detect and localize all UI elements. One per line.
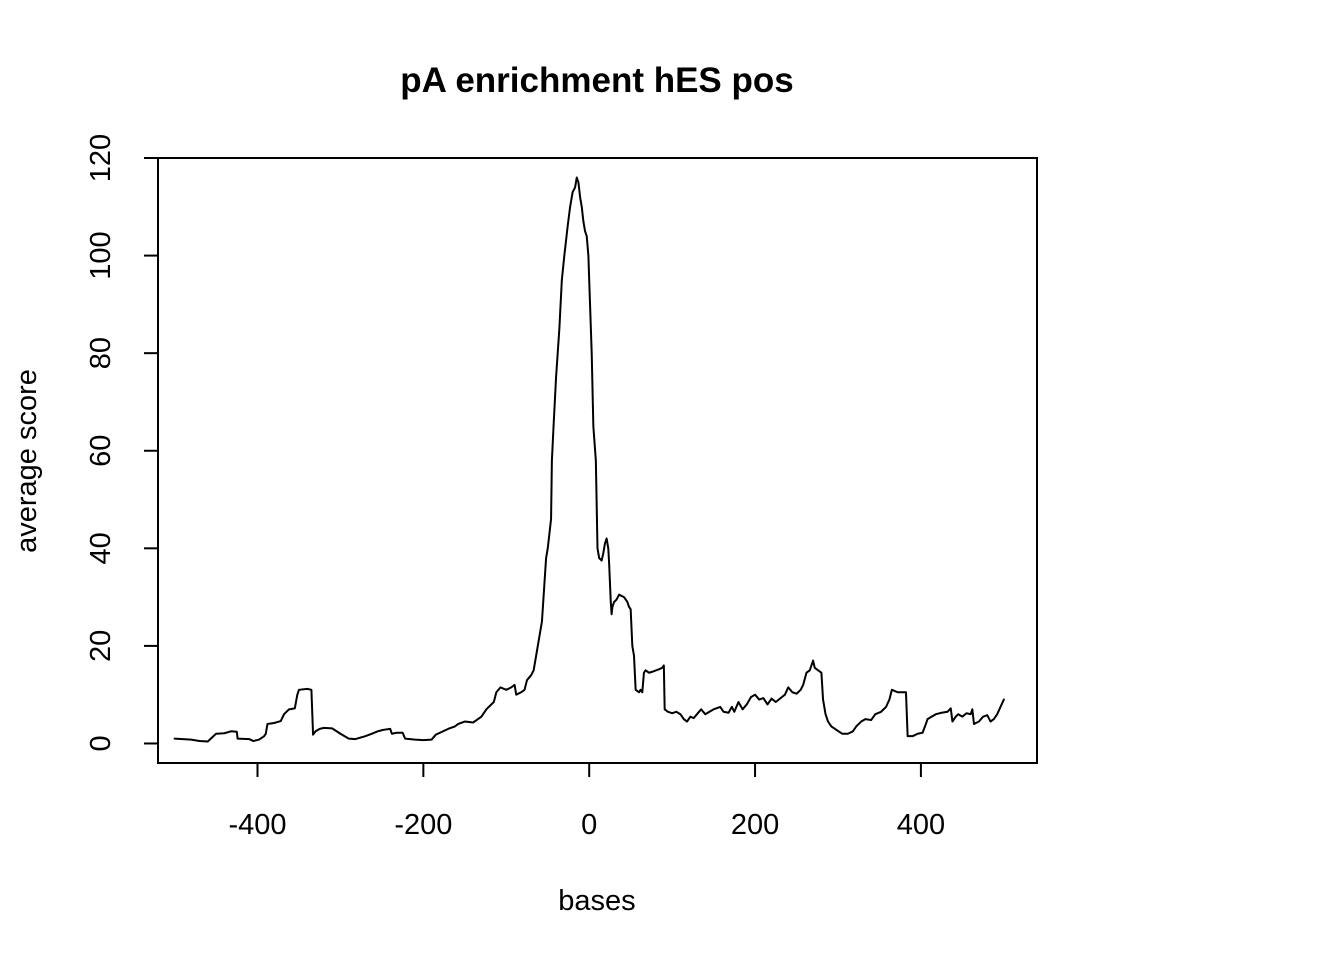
plot-frame bbox=[157, 157, 1038, 764]
y-tick-label: 60 bbox=[85, 435, 117, 467]
y-tick-label: 80 bbox=[85, 337, 117, 369]
x-axis-label: bases bbox=[558, 885, 635, 917]
y-tick-label: 40 bbox=[85, 532, 117, 564]
x-axis: -400 -200 0 200 400 bbox=[228, 762, 945, 841]
series-layer bbox=[173, 176, 1005, 743]
x-tick-label: 200 bbox=[731, 809, 779, 841]
series-line bbox=[173, 176, 1005, 743]
y-tick-label: 20 bbox=[85, 630, 117, 662]
chart-title: pA enrichment hES pos bbox=[400, 61, 793, 100]
y-tick-label: 100 bbox=[85, 231, 117, 279]
y-axis-label: average score bbox=[11, 369, 43, 553]
x-tick-label: 0 bbox=[581, 809, 597, 841]
x-tick-label: -400 bbox=[228, 809, 286, 841]
y-tick-label: 120 bbox=[85, 134, 117, 182]
y-axis: 0 20 40 60 80 100 120 bbox=[85, 134, 159, 752]
y-tick-label: 0 bbox=[85, 735, 117, 751]
x-tick-label: 400 bbox=[897, 809, 945, 841]
x-tick-label: -200 bbox=[394, 809, 452, 841]
